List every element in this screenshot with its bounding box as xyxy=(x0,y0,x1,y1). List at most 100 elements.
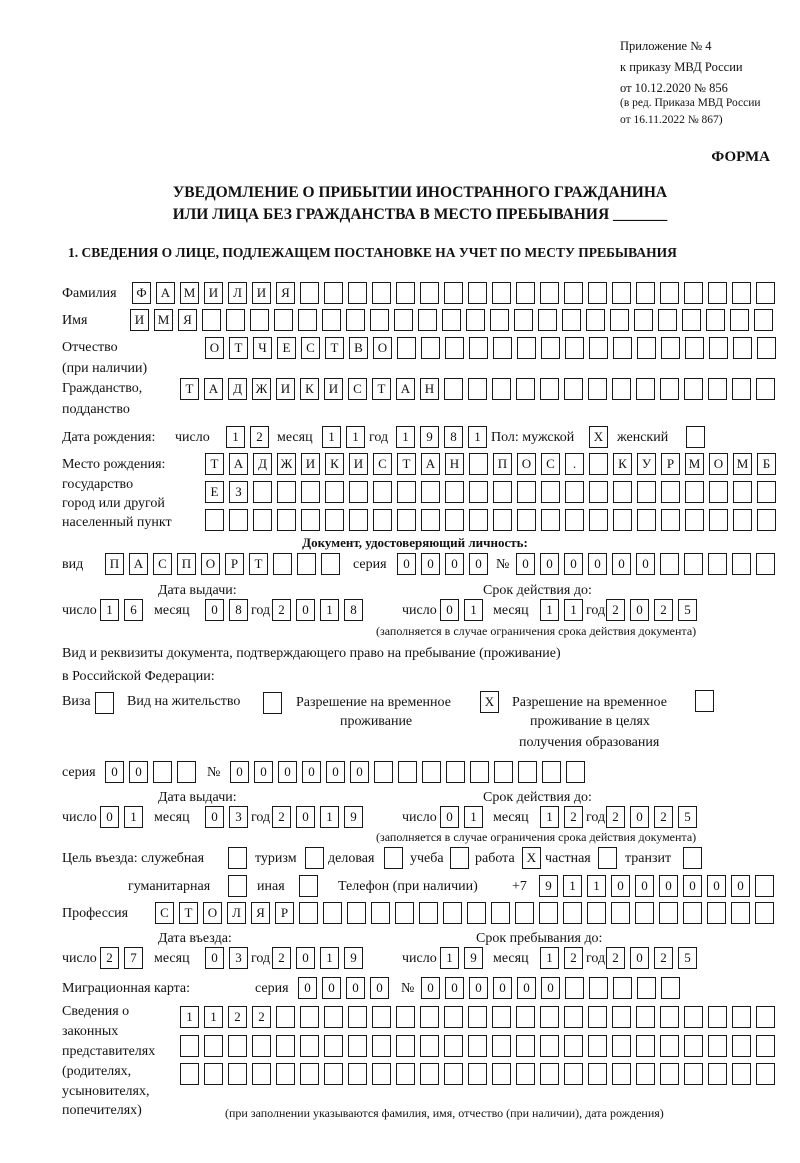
input-cell[interactable]: 0 xyxy=(105,761,124,783)
input-cell[interactable] xyxy=(492,1063,511,1085)
input-cell[interactable] xyxy=(755,875,774,897)
input-cell[interactable]: 1 xyxy=(440,947,459,969)
input-cell[interactable]: К xyxy=(300,378,319,400)
purpose-study-checkbox[interactable] xyxy=(450,847,469,869)
input-cell[interactable] xyxy=(396,1006,415,1028)
input-cell[interactable] xyxy=(564,1006,583,1028)
purpose-official-checkbox[interactable] xyxy=(228,847,247,869)
input-cell[interactable] xyxy=(396,1035,415,1057)
input-cell[interactable]: Ч xyxy=(253,337,272,359)
input-cell[interactable]: 0 xyxy=(517,977,536,999)
input-cell[interactable] xyxy=(516,282,535,304)
input-cell[interactable]: . xyxy=(565,453,584,475)
input-cell[interactable] xyxy=(661,977,680,999)
input-cell[interactable]: 0 xyxy=(440,599,459,621)
input-cell[interactable] xyxy=(469,481,488,503)
input-cell[interactable] xyxy=(276,1063,295,1085)
input-cell[interactable]: 1 xyxy=(346,426,365,448)
input-cell[interactable]: 2 xyxy=(272,599,291,621)
input-cell[interactable] xyxy=(708,1035,727,1057)
input-cell[interactable] xyxy=(540,378,559,400)
input-cell[interactable] xyxy=(757,481,776,503)
purpose-other-checkbox[interactable] xyxy=(299,875,318,897)
input-cell[interactable] xyxy=(348,282,367,304)
input-cell[interactable] xyxy=(516,1035,535,1057)
input-cell[interactable] xyxy=(177,761,196,783)
input-cell[interactable] xyxy=(684,1035,703,1057)
input-cell[interactable]: Р xyxy=(225,553,244,575)
input-cell[interactable]: 3 xyxy=(229,806,248,828)
input-cell[interactable]: С xyxy=(348,378,367,400)
input-cell[interactable]: 9 xyxy=(344,947,363,969)
input-cell[interactable] xyxy=(418,309,437,331)
input-cell[interactable] xyxy=(732,553,751,575)
input-cell[interactable]: Д xyxy=(228,378,247,400)
input-cell[interactable]: 0 xyxy=(731,875,750,897)
input-cell[interactable]: 1 xyxy=(180,1006,199,1028)
input-cell[interactable] xyxy=(444,282,463,304)
input-cell[interactable]: Л xyxy=(228,282,247,304)
input-cell[interactable] xyxy=(204,1035,223,1057)
input-cell[interactable]: 2 xyxy=(272,806,291,828)
input-cell[interactable]: И xyxy=(324,378,343,400)
input-cell[interactable] xyxy=(372,1063,391,1085)
sex-female-checkbox[interactable] xyxy=(686,426,705,448)
input-cell[interactable]: О xyxy=(517,453,536,475)
input-cell[interactable] xyxy=(562,309,581,331)
input-cell[interactable]: 0 xyxy=(440,806,459,828)
input-cell[interactable]: Т xyxy=(179,902,198,924)
input-cell[interactable] xyxy=(588,1035,607,1057)
input-cell[interactable] xyxy=(348,1035,367,1057)
input-cell[interactable] xyxy=(348,1006,367,1028)
input-cell[interactable] xyxy=(493,481,512,503)
input-cell[interactable]: С xyxy=(541,453,560,475)
input-cell[interactable] xyxy=(253,481,272,503)
input-cell[interactable] xyxy=(682,309,701,331)
input-cell[interactable] xyxy=(468,1035,487,1057)
input-cell[interactable] xyxy=(468,282,487,304)
input-cell[interactable] xyxy=(324,1035,343,1057)
input-cell[interactable]: 0 xyxy=(205,806,224,828)
input-cell[interactable] xyxy=(324,1006,343,1028)
input-cell[interactable] xyxy=(587,902,606,924)
input-cell[interactable]: Д xyxy=(253,453,272,475)
input-cell[interactable] xyxy=(252,1035,271,1057)
checkbox-cell[interactable] xyxy=(299,875,318,897)
input-cell[interactable] xyxy=(299,902,318,924)
checkbox-cell[interactable]: X xyxy=(480,691,499,713)
input-cell[interactable] xyxy=(518,761,537,783)
input-cell[interactable] xyxy=(204,1063,223,1085)
input-cell[interactable]: 0 xyxy=(541,977,560,999)
input-cell[interactable] xyxy=(276,1035,295,1057)
input-cell[interactable] xyxy=(684,553,703,575)
input-cell[interactable]: 0 xyxy=(326,761,345,783)
input-cell[interactable] xyxy=(371,902,390,924)
input-cell[interactable]: И xyxy=(276,378,295,400)
input-cell[interactable] xyxy=(588,282,607,304)
input-cell[interactable] xyxy=(468,378,487,400)
input-cell[interactable]: 5 xyxy=(678,947,697,969)
input-cell[interactable] xyxy=(661,509,680,531)
input-cell[interactable]: 2 xyxy=(564,947,583,969)
input-cell[interactable] xyxy=(756,378,775,400)
input-cell[interactable]: 2 xyxy=(250,426,269,448)
input-cell[interactable] xyxy=(708,1006,727,1028)
input-cell[interactable]: Ф xyxy=(132,282,151,304)
input-cell[interactable] xyxy=(637,337,656,359)
input-cell[interactable]: Я xyxy=(178,309,197,331)
input-cell[interactable] xyxy=(372,1035,391,1057)
input-cell[interactable]: Я xyxy=(276,282,295,304)
input-cell[interactable] xyxy=(660,378,679,400)
input-cell[interactable] xyxy=(709,509,728,531)
checkbox-cell[interactable] xyxy=(384,847,403,869)
input-cell[interactable]: 0 xyxy=(278,761,297,783)
input-cell[interactable]: 2 xyxy=(654,947,673,969)
